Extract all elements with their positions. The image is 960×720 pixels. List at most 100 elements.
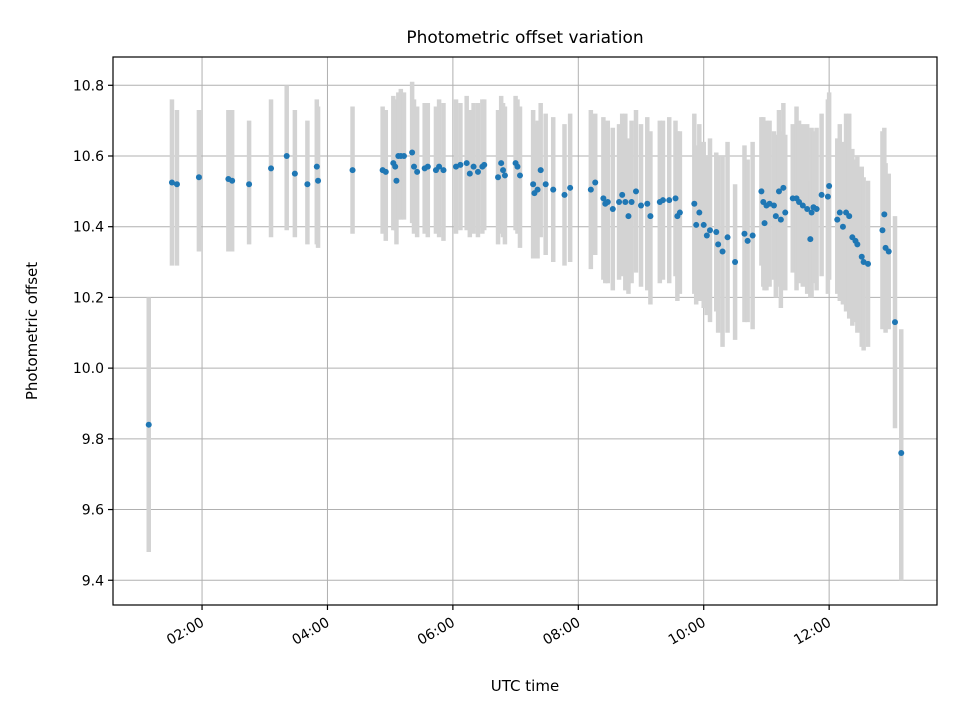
data-point <box>813 206 820 213</box>
data-point <box>349 167 356 174</box>
y-tick-label: 10.2 <box>73 290 104 306</box>
data-point <box>550 186 557 193</box>
data-point <box>854 241 861 248</box>
data-point <box>881 211 888 218</box>
data-point <box>168 179 175 186</box>
data-point <box>587 186 594 193</box>
data-point <box>780 184 787 191</box>
data-point <box>706 227 713 234</box>
data-point <box>777 216 784 223</box>
chart-title: Photometric offset variation <box>406 28 643 48</box>
data-point <box>619 191 626 198</box>
data-point <box>592 179 599 186</box>
x-tick-label: 12:00 <box>791 615 834 649</box>
data-point <box>609 206 616 213</box>
data-point <box>879 227 886 234</box>
data-point <box>691 200 698 207</box>
data-point <box>732 259 739 266</box>
data-point <box>537 167 544 174</box>
data-point <box>799 202 806 209</box>
data-point <box>304 181 311 188</box>
data-point <box>498 160 505 167</box>
data-point <box>638 202 645 209</box>
data-point <box>411 163 418 170</box>
data-point <box>481 161 488 168</box>
data-point <box>744 237 751 244</box>
data-point <box>173 181 180 188</box>
y-tick-label: 10.8 <box>73 78 104 94</box>
data-point <box>808 209 815 216</box>
data-point <box>495 174 502 181</box>
y-tick-label: 10.6 <box>73 149 104 165</box>
x-tick-label: 08:00 <box>540 615 583 649</box>
y-tick-label: 9.4 <box>82 573 104 589</box>
data-point <box>713 229 720 236</box>
x-axis-label: UTC time <box>491 677 559 695</box>
data-point <box>659 197 666 204</box>
data-point <box>400 152 407 159</box>
data-point <box>600 195 607 202</box>
data-point <box>715 241 722 248</box>
data-point <box>424 163 431 170</box>
data-point <box>758 188 765 195</box>
data-point <box>644 200 651 207</box>
data-point <box>542 181 549 188</box>
data-point <box>414 168 421 175</box>
data-point <box>834 216 841 223</box>
data-point <box>807 236 814 243</box>
data-point <box>463 160 470 167</box>
data-point <box>672 195 679 202</box>
data-point <box>796 198 803 205</box>
data-point <box>315 177 322 184</box>
error-bars <box>146 81 904 581</box>
plot-frame <box>112 56 938 606</box>
y-tick-label: 9.6 <box>82 503 104 519</box>
data-point <box>440 167 447 174</box>
y-axis-label: Photometric offset <box>23 262 41 400</box>
data-point <box>436 163 443 170</box>
data-point <box>500 167 507 174</box>
data-point <box>782 209 789 216</box>
data-point <box>724 234 731 241</box>
y-tick-label: 10.4 <box>73 220 104 236</box>
data-point <box>393 177 400 184</box>
data-point <box>474 168 481 175</box>
data-point <box>761 220 768 227</box>
data-point <box>719 248 726 255</box>
data-point <box>865 260 872 267</box>
data-point <box>885 248 892 255</box>
data-point <box>530 181 537 188</box>
data-point <box>632 188 639 195</box>
y-tick-label: 9.8 <box>82 432 104 448</box>
data-point <box>836 209 843 216</box>
data-point <box>514 163 521 170</box>
data-point <box>516 172 523 179</box>
y-axis-ticks: 9.4 9.6 9.8 10.0 10.2 10.4 10.6 10.8 <box>73 78 113 589</box>
data-point <box>858 253 865 260</box>
data-point <box>839 223 846 230</box>
data-point <box>770 202 777 209</box>
data-point <box>625 213 632 220</box>
data-point <box>229 177 236 184</box>
data-point <box>246 181 253 188</box>
data-point <box>647 213 654 220</box>
data-point <box>775 188 782 195</box>
data-point <box>291 170 298 177</box>
data-point <box>676 209 683 216</box>
data-point <box>891 319 898 326</box>
data-point <box>703 232 710 239</box>
data-point <box>749 232 756 239</box>
data-point <box>628 198 635 205</box>
data-point <box>567 184 574 191</box>
x-axis-ticks: 02:00 04:00 06:00 08:00 10:00 12:00 <box>164 605 834 649</box>
data-point <box>741 230 748 237</box>
data-point <box>382 168 389 175</box>
data-point <box>818 191 825 198</box>
data-point <box>283 152 290 159</box>
data-point <box>409 149 416 156</box>
data-point <box>846 213 853 220</box>
data-point <box>616 198 623 205</box>
data-point <box>898 449 905 456</box>
